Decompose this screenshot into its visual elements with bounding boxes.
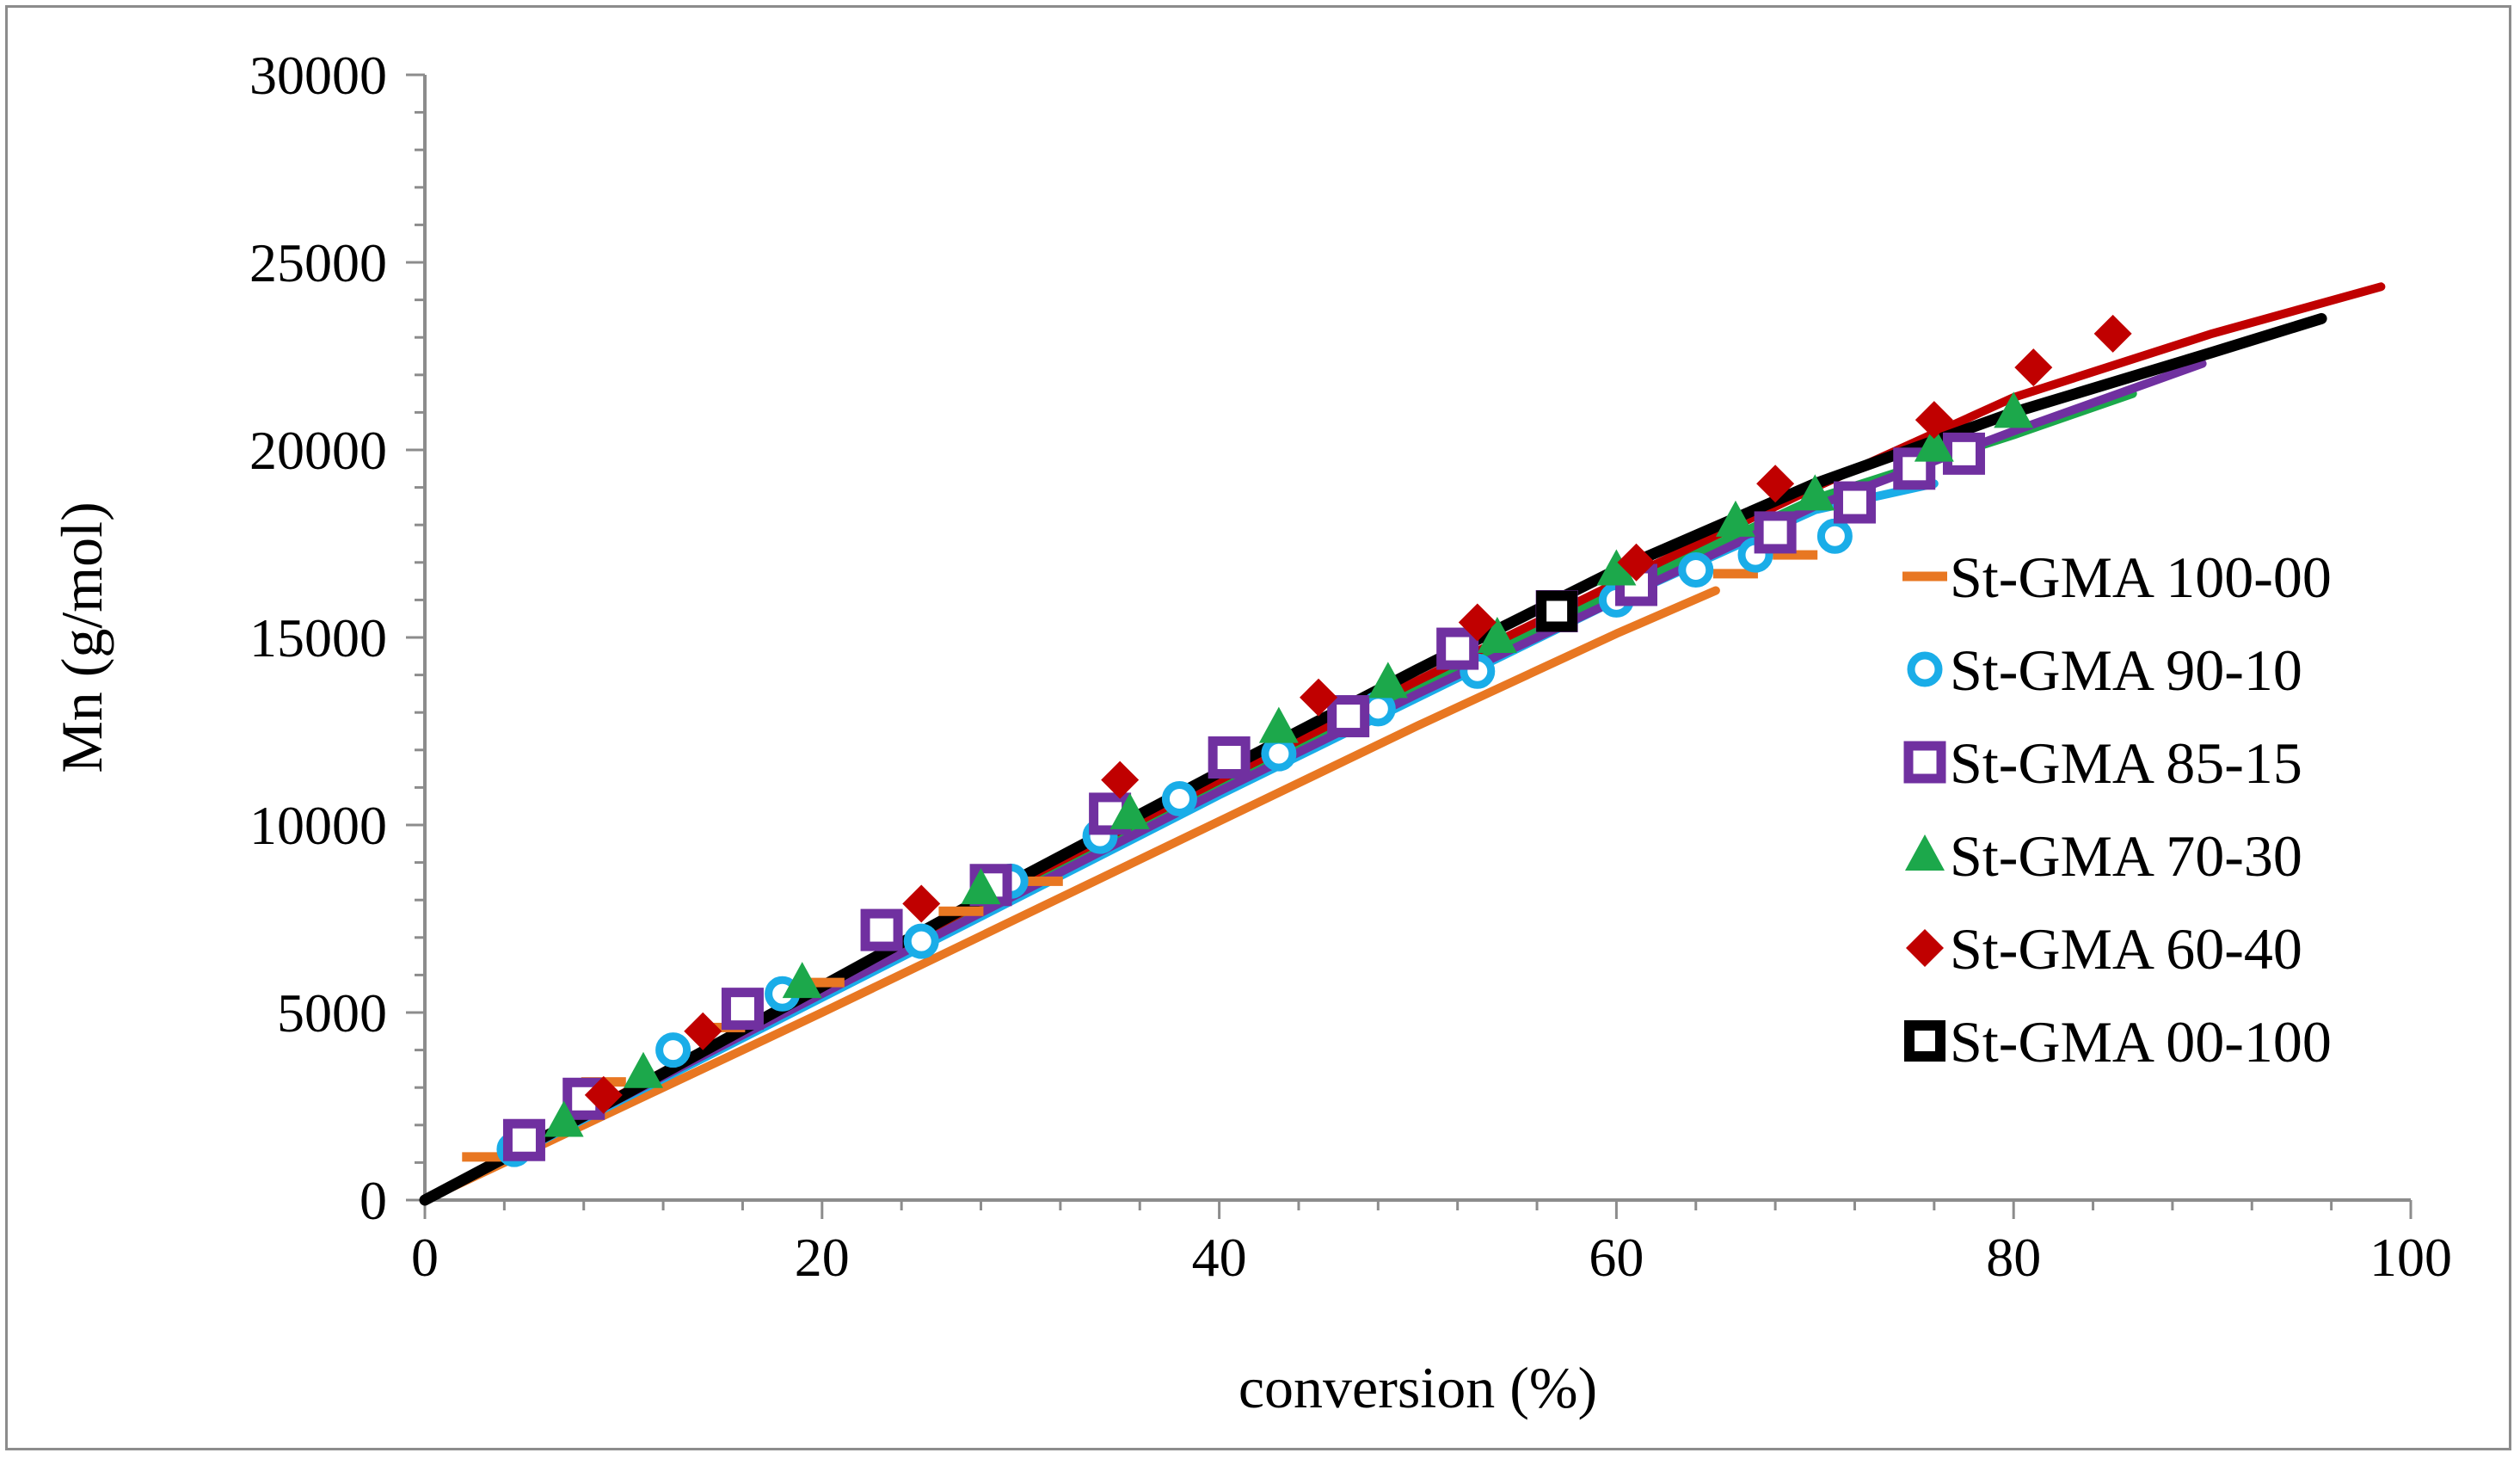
x-tick-label: 20 [795,1227,850,1288]
data-point-series-5 [1101,760,1140,799]
data-point-series-6 [1536,590,1578,632]
x-tick-label: 0 [411,1227,439,1288]
legend-label-6: St-GMA 00-100 [1950,1009,2332,1074]
legend-label-3: St-GMA 85-15 [1950,730,2302,796]
y-tick-label: 30000 [249,45,387,106]
x-tick-label: 100 [2369,1227,2452,1288]
series-markers [462,314,2132,1167]
data-point-series-3 [1327,695,1370,738]
data-point-series-5 [684,1012,722,1050]
data-point-series-4 [1368,662,1408,699]
legend-marker-3 [1903,741,1946,784]
data-point-series-3 [860,908,903,951]
data-point-series-4 [544,1100,584,1137]
x-tick-label: 60 [1589,1227,1644,1288]
legend-marker-2 [1907,651,1943,687]
data-point-series-1 [938,906,984,916]
data-point-series-4 [1109,792,1150,829]
data-point-series-3 [1436,627,1479,670]
data-point-series-4 [1994,391,2034,428]
data-point-series-3 [1754,511,1797,554]
legend-label-2: St-GMA 90-10 [1950,637,2302,703]
y-tick-label: 25000 [249,232,387,293]
x-tick-label: 40 [1192,1227,1247,1288]
data-point-series-1 [799,977,845,988]
data-point-series-5 [2014,348,2053,387]
data-point-series-5 [1458,603,1497,642]
data-point-series-4 [782,962,822,999]
legend-label-1: St-GMA 100-00 [1950,545,2332,610]
data-point-series-1 [462,1152,507,1162]
y-tick-label: 0 [360,1170,387,1231]
data-point-series-4 [961,868,1001,905]
data-point-series-2 [1816,518,1853,554]
data-point-series-3 [502,1118,545,1161]
data-point-series-4 [1258,706,1299,743]
data-point-series-5 [1915,401,1953,440]
data-point-series-5 [2093,314,2132,353]
data-point-series-2 [903,923,939,959]
data-point-series-5 [902,884,941,923]
legend-marker-5 [1906,929,1944,967]
data-point-series-2 [655,1032,691,1068]
legend-label-4: St-GMA 70-30 [1950,823,2302,889]
data-point-series-1 [1773,550,1818,560]
data-point-series-1 [1712,569,1758,579]
x-tick-label: 80 [1986,1227,2041,1288]
data-point-series-4 [1795,474,1835,511]
data-point-series-4 [1715,500,1755,537]
data-point-series-4 [1914,425,1954,462]
data-point-series-4 [623,1051,663,1088]
data-point-series-3 [721,988,764,1031]
data-point-series-5 [1617,543,1656,582]
data-point-series-4 [1477,617,1517,653]
legend-marker-1 [1902,571,1947,582]
legend-marker-6 [1904,1020,1945,1062]
y-axis-title: Mn (g/mol) [49,502,114,773]
data-point-series-2 [1161,780,1197,816]
y-tick-label: 10000 [249,795,387,856]
legend-marker-4 [1905,834,1945,871]
y-tick-label: 15000 [249,607,387,668]
axes: 0 5000 10000 15000 20000 25000 30000 0 20 40 60 80 1… [49,45,2452,1420]
data-point-series-3 [1833,481,1876,524]
legend: St-GMA 100-00 St-GMA 90-10 St-GMA 85-15 St-… [1902,545,2332,1074]
data-point-series-1 [1017,876,1063,886]
data-point-series-3 [1893,447,1936,490]
legend-label-5: St-GMA 60-40 [1950,916,2302,982]
y-tick-label: 20000 [249,420,387,481]
data-point-series-5 [1300,678,1338,717]
data-point-series-5 [1756,465,1795,503]
data-point-series-4 [1596,549,1637,586]
data-point-series-3 [1942,432,1985,475]
y-tick-label: 5000 [277,982,387,1043]
data-point-series-5 [584,1075,623,1114]
data-point-series-2 [1678,552,1714,588]
data-point-series-2 [1261,736,1297,772]
x-axis-title: conversion (%) [1238,1355,1597,1420]
series-line-1 [421,586,1720,1204]
data-point-series-3 [1208,736,1251,779]
